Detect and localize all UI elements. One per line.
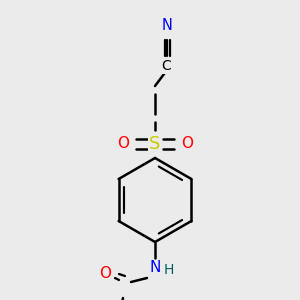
Text: N: N xyxy=(162,19,172,34)
Text: S: S xyxy=(149,135,161,153)
Text: N: N xyxy=(149,260,161,275)
Text: H: H xyxy=(164,263,174,277)
Text: O: O xyxy=(117,136,129,152)
Text: O: O xyxy=(181,136,193,152)
Text: O: O xyxy=(99,266,111,281)
Text: C: C xyxy=(161,59,171,73)
